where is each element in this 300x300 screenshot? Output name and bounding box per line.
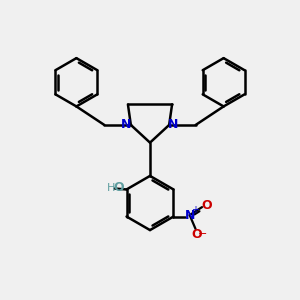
Text: N: N <box>121 118 132 131</box>
Text: O: O <box>113 182 124 194</box>
Text: H: H <box>107 183 116 193</box>
Text: N: N <box>168 118 179 131</box>
Text: −: − <box>198 229 208 239</box>
Text: +: + <box>191 205 199 215</box>
Text: N: N <box>184 208 195 222</box>
Text: O: O <box>202 199 212 212</box>
Text: O: O <box>192 228 202 241</box>
